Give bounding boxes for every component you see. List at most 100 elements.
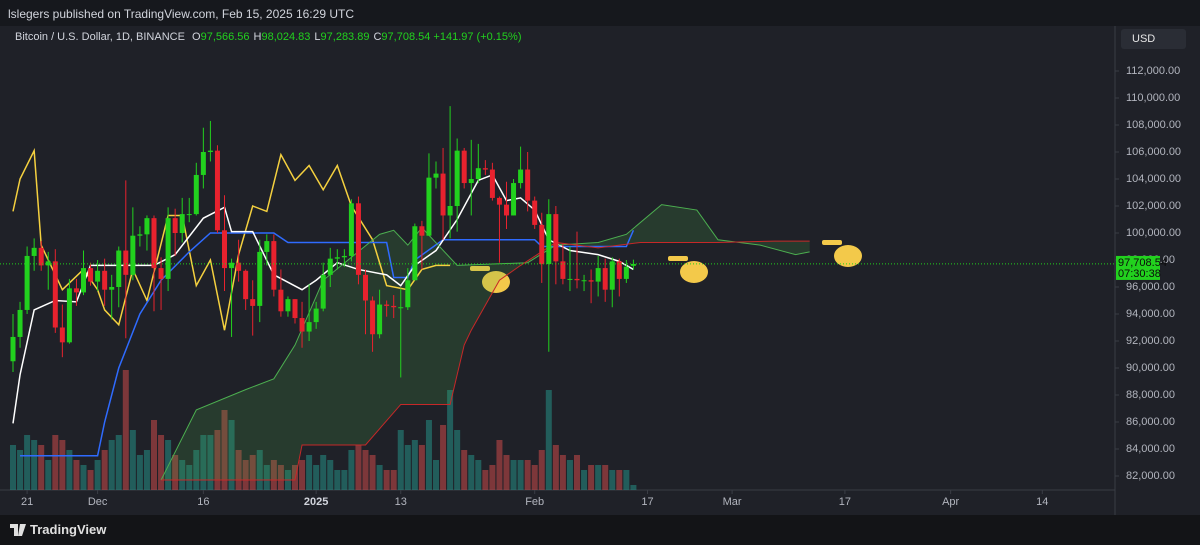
volume-bar [235, 450, 242, 490]
volume-bar [80, 465, 87, 490]
candle-body [334, 257, 340, 259]
y-tick-label: 94,000.00 [1126, 308, 1175, 320]
volume-bar [524, 460, 531, 490]
field-key: H [253, 31, 262, 43]
indicator-line [160, 204, 810, 481]
volume-bar [221, 410, 228, 490]
candle-body [200, 152, 206, 175]
volume-bar [94, 460, 101, 490]
candle-body [165, 218, 171, 279]
candle-body [66, 288, 72, 343]
volume-bar [17, 450, 24, 490]
y-tick-label: 104,000.00 [1126, 173, 1181, 185]
brand-logo [10, 524, 26, 536]
y-tick-label: 108,000.00 [1126, 119, 1181, 131]
candle-body [398, 307, 404, 309]
price-tag [1116, 255, 1160, 280]
volume-bar [334, 470, 341, 490]
y-tick-label: 86,000.00 [1126, 416, 1175, 428]
candle-body [45, 261, 51, 266]
candle-body [207, 150, 213, 152]
candle-body [229, 262, 235, 269]
volume-bar [108, 440, 115, 490]
candle-body [581, 280, 587, 282]
volume-bar [101, 450, 108, 490]
candle-body [299, 318, 305, 332]
volume-bar [447, 390, 454, 490]
volume-bar [503, 455, 510, 490]
volume-bar [348, 450, 355, 490]
volume-bar [115, 435, 122, 490]
candle-body [609, 261, 615, 290]
volume-bar [207, 435, 214, 490]
candle-body [553, 214, 559, 262]
volume-bar [404, 445, 411, 490]
candle-body [525, 169, 531, 201]
candle-body [81, 268, 86, 293]
volume-bar [376, 465, 383, 490]
currency-box[interactable] [1121, 29, 1186, 49]
candle-body [539, 224, 545, 265]
brand: TradingView [30, 522, 107, 537]
candle-body [123, 250, 129, 275]
candle-body [532, 200, 538, 225]
volume-bar [38, 445, 45, 490]
ohlc: O97,566.56 H98,024.83 L97,283.89 C97,708.54 [188, 31, 430, 43]
volume-bar [52, 435, 59, 490]
candle-body [440, 173, 446, 216]
candle-body [482, 168, 488, 170]
volume-bar [581, 470, 588, 490]
volume-bar [383, 470, 390, 490]
volume-bar [158, 435, 165, 490]
volume-bar [496, 440, 503, 490]
annotation-hand [470, 240, 862, 293]
candle-body [24, 255, 30, 310]
volume-bar [143, 450, 150, 490]
volume-bar [411, 440, 418, 490]
publisher: lslegers published on TradingView.com, F… [8, 7, 354, 21]
price-tag-label: 97,708.54 [1118, 257, 1167, 269]
volume-bar [263, 465, 270, 490]
candle-body [214, 150, 220, 231]
candle-body [496, 197, 502, 205]
volume-bar [630, 485, 637, 490]
x-tick-label: 14 [1036, 496, 1048, 508]
candle-body [475, 168, 481, 179]
volume-bar [595, 465, 602, 490]
candle-body [59, 327, 65, 343]
candle-body [560, 261, 566, 279]
volume-bar [270, 460, 277, 490]
candle-body [377, 304, 383, 335]
volume-bar [313, 465, 320, 490]
candle-body [102, 270, 108, 290]
indicator-line [20, 230, 635, 457]
change: +141.97 (+0.15%) [433, 31, 522, 43]
candle-body [370, 300, 376, 335]
x-tick-label: 16 [197, 496, 209, 508]
volume-bar [369, 455, 376, 490]
candle-body [567, 278, 573, 280]
field-key: O [192, 31, 201, 43]
volume-bar [609, 470, 616, 490]
volume-bar [531, 465, 538, 490]
x-tick-label: 13 [395, 496, 407, 508]
y-tick-label: 106,000.00 [1126, 146, 1181, 158]
volume-bar [200, 435, 207, 490]
volume-bar [397, 430, 404, 490]
volume-bar [122, 370, 129, 490]
volume-bar [31, 440, 38, 490]
field-key: L [314, 31, 321, 43]
x-tick-label: Feb [525, 496, 544, 508]
candle-body [341, 255, 347, 258]
volume-bar [355, 445, 362, 490]
volume-bar [228, 420, 235, 490]
volume-bar [433, 460, 439, 490]
candle-body [588, 280, 594, 282]
candle-body [447, 206, 453, 216]
y-tick-label: 92,000.00 [1126, 335, 1175, 347]
candle-body [243, 270, 249, 300]
candle-body [73, 288, 79, 293]
volume-bar [186, 465, 193, 490]
